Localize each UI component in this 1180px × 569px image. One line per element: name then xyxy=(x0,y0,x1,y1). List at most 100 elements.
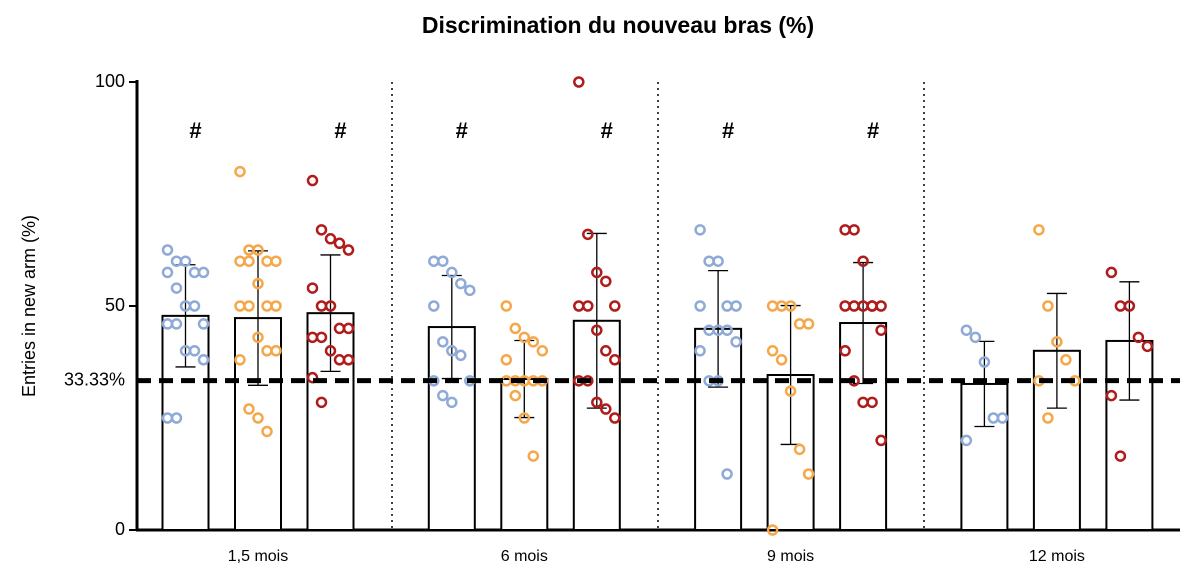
data-point xyxy=(428,255,440,267)
data-point xyxy=(342,244,355,256)
data-point xyxy=(793,443,806,456)
data-point xyxy=(1114,450,1127,462)
data-point xyxy=(324,345,337,357)
data-point xyxy=(609,354,621,366)
error-bar xyxy=(708,269,729,388)
data-point xyxy=(243,300,255,312)
data-point xyxy=(609,412,621,424)
data-point xyxy=(703,255,715,267)
data-point xyxy=(306,371,319,384)
data-point xyxy=(188,266,201,279)
data-point xyxy=(591,266,603,279)
data-point xyxy=(600,345,612,357)
data-point xyxy=(721,468,733,480)
annotation: # xyxy=(601,118,613,143)
data-point xyxy=(455,349,467,362)
data-point xyxy=(437,389,449,402)
data-point xyxy=(793,318,806,330)
data-point xyxy=(969,331,982,344)
data-point xyxy=(188,300,201,312)
data-point xyxy=(234,255,246,267)
x-tick-label: 1,5 mois xyxy=(228,548,288,565)
data-point xyxy=(536,345,549,357)
data-point xyxy=(875,300,887,312)
data-point xyxy=(721,300,733,312)
data-point xyxy=(252,244,264,256)
data-point xyxy=(437,336,449,348)
data-point xyxy=(234,165,246,178)
data-point xyxy=(582,228,594,241)
data-point xyxy=(866,396,878,409)
data-point xyxy=(730,300,742,312)
data-point xyxy=(1141,340,1154,353)
error-bar xyxy=(248,250,268,386)
data-point xyxy=(234,300,246,312)
y-tick-label: 0 xyxy=(115,519,125,539)
data-point xyxy=(315,224,328,236)
data-point xyxy=(500,354,513,366)
data-point xyxy=(1051,336,1063,348)
data-point xyxy=(509,389,522,402)
data-point xyxy=(306,174,319,187)
data-point xyxy=(252,277,264,290)
data-point xyxy=(1042,300,1054,312)
data-point xyxy=(518,412,531,424)
data-point xyxy=(509,322,522,335)
data-point xyxy=(446,396,458,409)
data-point xyxy=(839,300,851,312)
data-point xyxy=(694,300,706,312)
data-point xyxy=(161,266,174,279)
reference-label: 33.33% xyxy=(64,369,125,389)
data-point xyxy=(342,354,355,366)
x-tick-label: 12 mois xyxy=(1029,548,1085,565)
data-point xyxy=(848,300,860,312)
data-point xyxy=(1105,266,1118,279)
annotation: # xyxy=(456,118,468,143)
data-point xyxy=(527,450,540,462)
data-point xyxy=(437,255,449,267)
x-tick-label: 9 mois xyxy=(767,548,814,565)
data-point xyxy=(315,396,328,409)
data-point xyxy=(197,354,210,366)
data-point xyxy=(464,284,476,297)
data-point xyxy=(866,300,878,312)
annotation: # xyxy=(189,118,201,143)
data-point xyxy=(848,224,860,236)
data-point xyxy=(694,345,706,357)
data-point xyxy=(600,403,612,415)
error-bar xyxy=(1046,292,1067,409)
data-point xyxy=(234,354,246,366)
data-point xyxy=(766,345,779,357)
data-point xyxy=(996,412,1009,424)
y-axis-label: Entries in new arm (%) xyxy=(19,215,39,397)
data-point xyxy=(243,244,255,256)
chart-title: Discrimination du nouveau bras (%) xyxy=(422,12,814,38)
data-point xyxy=(324,300,337,312)
data-point xyxy=(252,412,264,424)
data-point xyxy=(270,345,282,357)
data-point xyxy=(960,324,973,336)
data-point xyxy=(1060,354,1072,366)
data-point xyxy=(252,331,264,344)
data-point xyxy=(261,255,273,267)
data-point xyxy=(766,300,779,312)
data-point xyxy=(1042,412,1054,424)
data-point xyxy=(839,345,851,357)
data-point xyxy=(775,354,788,366)
data-point xyxy=(315,331,328,344)
data-point xyxy=(243,255,255,267)
data-point xyxy=(188,345,201,357)
x-tick-label: 6 mois xyxy=(501,548,548,565)
error-bar xyxy=(586,232,607,409)
data-point xyxy=(261,425,273,438)
error-bar xyxy=(320,254,341,373)
data-point xyxy=(1132,331,1145,344)
annotation: # xyxy=(867,118,879,143)
data-point xyxy=(315,300,328,312)
data-point xyxy=(455,277,467,290)
data-point xyxy=(446,345,458,357)
data-point xyxy=(270,300,282,312)
data-point xyxy=(875,324,887,336)
data-point xyxy=(197,318,210,330)
